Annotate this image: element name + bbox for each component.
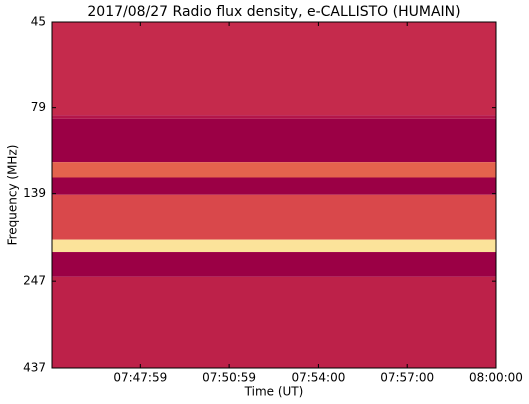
y-tick-label: 79 (31, 100, 46, 114)
x-tick-label: 07:54:00 (291, 371, 345, 385)
x-tick-label: 07:47:59 (113, 371, 167, 385)
y-tick-label: 247 (23, 274, 46, 288)
chart-title: 2017/08/27 Radio flux density, e-CALLIST… (87, 4, 460, 20)
frequency-band (52, 162, 496, 178)
plot-frame (51, 21, 497, 369)
frequency-band (52, 115, 496, 119)
frequency-band (52, 252, 496, 277)
x-tick-label: 07:57:00 (380, 371, 434, 385)
frequency-band (52, 118, 496, 163)
x-tick-label: 08:00:00 (469, 371, 523, 385)
y-tick-label: 437 (23, 361, 46, 375)
y-tick-label: 139 (23, 186, 46, 200)
frequency-band (52, 22, 496, 116)
frequency-band (52, 276, 496, 368)
frequency-band (52, 177, 496, 195)
x-tick-label: 07:50:59 (202, 371, 256, 385)
frequency-band (52, 194, 496, 240)
frequency-band (52, 239, 496, 253)
y-axis-label: Frequency (MHz) (6, 145, 20, 246)
x-axis-label: Time (UT) (244, 385, 304, 399)
y-tick-label: 45 (31, 15, 46, 29)
